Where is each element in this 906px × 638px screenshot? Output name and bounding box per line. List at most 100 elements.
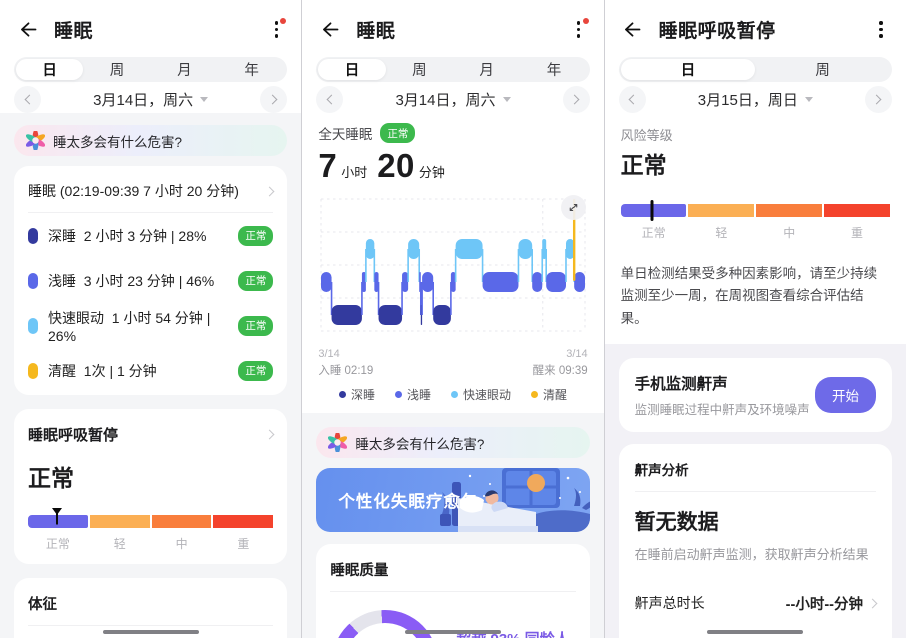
detection-note: 单日检测结果受多种因素影响，请至少持续监测至少一周，在周视图查看综合评估结果。 <box>620 266 878 326</box>
sleep-total-block: 全天睡眠 正常 7 小时 20 分钟 <box>302 113 603 185</box>
insomnia-therapy-banner[interactable]: 个性化失眠疗愈包 <box>316 468 590 532</box>
tab-day[interactable]: 日 <box>620 59 756 80</box>
status-badge: 正常 <box>238 360 274 381</box>
back-button[interactable] <box>621 18 645 42</box>
prev-day-button[interactable] <box>316 86 344 113</box>
legend-dot <box>450 391 458 398</box>
back-button[interactable] <box>16 18 40 42</box>
tab-year[interactable]: 年 <box>244 63 259 79</box>
header: 睡眠呼吸暂停 <box>604 0 906 51</box>
next-day-button[interactable] <box>260 86 288 113</box>
period-tabs: 日周月年 <box>14 57 288 82</box>
gesture-area <box>302 625 603 638</box>
apnea-card-link[interactable]: 睡眠呼吸暂停 <box>28 411 275 449</box>
ai-sparkle-icon <box>26 131 45 150</box>
tab-month[interactable]: 月 <box>479 63 494 79</box>
legend-item: 清醒 <box>531 386 567 403</box>
panel-sleep-apnea: 睡眠呼吸暂停 日周 3月15日，周日 风险等级 正常 正常轻中重 单日检测结果受… <box>604 0 906 638</box>
start-monitoring-button[interactable]: 开始 <box>814 376 876 413</box>
overflow-menu-button[interactable] <box>267 17 287 40</box>
overflow-menu-button[interactable] <box>872 20 890 40</box>
tab-year[interactable]: 年 <box>546 63 562 79</box>
status-badge: 正常 <box>238 270 274 291</box>
sleep-summary-row[interactable]: 睡眠 (02:19-09:39 7 小时 20 分钟) <box>28 168 275 212</box>
chevron-down-icon <box>200 97 209 102</box>
minutes-unit: 分钟 <box>418 165 445 180</box>
next-day-button[interactable] <box>864 86 892 113</box>
sleep-stage-row[interactable]: 快速眼动 1 小时 54 分钟 | 26% 正常 <box>28 303 274 348</box>
gesture-bar[interactable] <box>102 629 199 634</box>
gesture-area <box>0 625 301 638</box>
status-badge: 正常 <box>238 315 274 336</box>
stage-rows: 深睡 2 小时 3 分钟 | 28% 正常 浅睡 3 小时 23 分钟 | 46… <box>28 213 274 393</box>
snore-duration-label: 鼾声总时长 <box>634 595 705 612</box>
chevron-right-icon <box>867 598 878 609</box>
sleep-stages-card: 睡眠 (02:19-09:39 7 小时 20 分钟) 深睡 2 小时 3 分钟… <box>14 166 288 395</box>
sleep-stage-row[interactable]: 深睡 2 小时 3 分钟 | 28% 正常 <box>28 213 274 258</box>
date-selector[interactable]: 3月15日，周日 <box>646 89 865 110</box>
total-minutes: 20 <box>377 147 415 184</box>
sleep-stage-row[interactable]: 浅睡 3 小时 23 分钟 | 46% 正常 <box>28 258 274 303</box>
ai-tip-banner[interactable]: 睡太多会有什么危害? <box>316 427 590 458</box>
total-hours: 7 <box>318 147 338 184</box>
monitor-card-title: 手机监测鼾声 <box>634 375 728 393</box>
back-button[interactable] <box>318 18 342 42</box>
date-selector[interactable]: 3月14日，周六 <box>41 89 260 110</box>
ai-tip-banner[interactable]: 睡太多会有什么危害? <box>14 125 288 156</box>
no-data-title: 暂无数据 <box>634 510 719 534</box>
tab-month[interactable]: 月 <box>177 63 192 79</box>
snore-duration-row[interactable]: 鼾声总时长 --小时--分钟 <box>634 593 878 614</box>
chart-date-right: 3/14 <box>566 348 588 360</box>
date-label: 3月14日，周六 <box>395 92 496 109</box>
prev-day-button[interactable] <box>14 86 41 113</box>
legend-item: 深睡 <box>338 386 375 403</box>
period-tabs: 日周 <box>618 57 892 82</box>
chevron-down-icon <box>502 97 511 102</box>
gesture-area <box>605 625 906 638</box>
chevron-right-icon <box>264 186 275 196</box>
stage-label: 快速眼动 1 小时 54 分钟 | 26% <box>48 309 211 344</box>
snore-analysis-title: 鼾声分析 <box>634 462 689 478</box>
header: 睡眠 <box>302 0 604 51</box>
next-day-button[interactable] <box>562 86 590 113</box>
expand-chart-button[interactable] <box>560 195 586 220</box>
date-navigator: 3月14日，周六 <box>0 86 301 113</box>
tab-week[interactable]: 周 <box>109 63 125 79</box>
overflow-menu-button[interactable] <box>570 17 589 40</box>
hours-unit: 小时 <box>341 165 368 180</box>
gesture-bar[interactable] <box>707 629 804 634</box>
expand-icon <box>569 203 577 212</box>
back-arrow-icon <box>625 22 641 37</box>
risk-level-label: 风险等级 <box>620 128 673 143</box>
gesture-bar[interactable] <box>404 629 501 634</box>
legend-item: 快速眼动 <box>450 386 511 403</box>
chart-date-left: 3/14 <box>318 348 340 360</box>
tab-day[interactable]: 日 <box>318 59 386 80</box>
hypnogram-chart[interactable] <box>318 191 587 346</box>
risk-scale: 正常轻中重 <box>620 190 890 251</box>
page-title: 睡眠 <box>356 21 396 42</box>
wake-time: 醒来 09:39 <box>532 365 588 377</box>
date-selector[interactable]: 3月14日，周六 <box>343 89 562 110</box>
stage-label: 深睡 2 小时 3 分钟 | 28% <box>48 227 207 244</box>
stage-label: 清醒 1次 | 1 分钟 <box>48 362 157 379</box>
risk-scale: 正常轻中重 <box>28 495 274 562</box>
stage-label: 浅睡 3 小时 23 分钟 | 46% <box>48 272 215 289</box>
panel-sleep-detail: 睡眠 日 周 月 年 3月14日，周六 <box>0 0 302 638</box>
status-badge: 正常 <box>380 123 416 143</box>
date-navigator: 3月14日，周六 <box>302 86 603 113</box>
tab-week[interactable]: 周 <box>815 63 830 79</box>
date-label: 3月15日，周日 <box>697 92 798 109</box>
sleep-onset-time: 入睡 02:19 <box>318 365 374 377</box>
sleep-stage-row[interactable]: 清醒 1次 | 1 分钟 正常 <box>28 348 274 393</box>
snore-analysis-card: 鼾声分析 暂无数据 在睡前启动鼾声监测，获取鼾声分析结果 鼾声总时长 --小时-… <box>618 443 892 638</box>
therapy-banner-title: 个性化失眠疗愈包 <box>338 493 479 511</box>
prev-day-button[interactable] <box>618 86 646 113</box>
chart-legend: 深睡 浅睡 快速眼动 清醒 <box>302 378 603 413</box>
total-label: 全天睡眠 <box>318 127 373 142</box>
header: 睡眠 <box>0 0 302 51</box>
notification-dot <box>280 17 287 24</box>
tab-week[interactable]: 周 <box>412 63 427 79</box>
tab-day[interactable]: 日 <box>16 59 84 80</box>
sleep-summary-text: 睡眠 (02:19-09:39 7 小时 20 分钟) <box>28 183 239 199</box>
